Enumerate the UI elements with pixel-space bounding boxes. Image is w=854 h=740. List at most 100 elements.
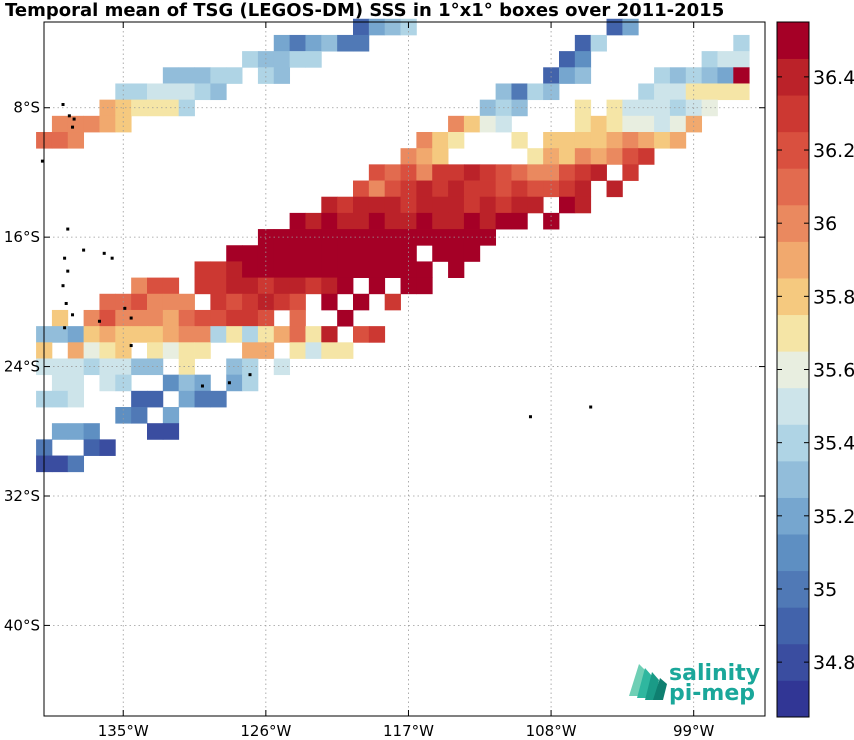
sss-cell <box>432 164 449 181</box>
island-mark <box>66 269 70 273</box>
sss-cell <box>305 277 322 295</box>
sss-cell <box>242 358 259 376</box>
sss-cell <box>83 439 100 456</box>
sss-cell <box>194 326 211 343</box>
sss-cell <box>147 423 164 440</box>
sss-cell <box>226 67 243 84</box>
sss-cell <box>131 293 148 311</box>
sss-cell <box>321 212 338 230</box>
sss-cell <box>67 423 85 440</box>
y-axis: 8°S 16°S 24°S 32°S 40°S <box>4 99 765 634</box>
sss-cell <box>147 390 164 408</box>
colorbar-swatch <box>777 424 809 462</box>
sss-cell <box>527 180 544 198</box>
sss-cell <box>717 67 734 84</box>
sss-cell <box>178 358 195 376</box>
colorbar-swatch <box>777 22 809 59</box>
island-mark <box>102 251 106 255</box>
sss-cell <box>321 293 338 311</box>
logo-line2: pi-mep <box>669 681 755 706</box>
island-mark <box>72 117 76 121</box>
sss-cell <box>257 326 275 343</box>
colorbar-swatch <box>777 131 809 169</box>
sss-cell <box>289 51 306 68</box>
sss-cell <box>574 180 592 198</box>
sss-cell <box>495 196 512 214</box>
sss-cell <box>448 212 465 230</box>
sss-cell <box>495 164 512 181</box>
sss-cell <box>543 83 560 101</box>
sss-cell <box>83 358 100 376</box>
island-mark <box>129 344 133 348</box>
sss-cell <box>448 196 465 214</box>
sss-cell <box>226 245 243 262</box>
sss-cell <box>432 245 449 262</box>
island-mark <box>528 415 532 419</box>
sss-cell <box>511 212 528 230</box>
sss-cell <box>210 83 227 101</box>
sss-cell <box>511 132 528 149</box>
sss-cell <box>353 196 370 214</box>
sss-cell <box>305 229 322 246</box>
sss-cell <box>257 245 275 262</box>
sss-cell <box>131 390 148 408</box>
sss-cell <box>67 374 85 392</box>
sss-cell <box>115 407 132 424</box>
x-tick-label: 117°W <box>383 722 434 740</box>
sss-cell <box>479 164 497 181</box>
sss-cell <box>685 67 703 84</box>
sss-cell <box>606 115 623 133</box>
sss-cell <box>590 34 607 52</box>
sss-cell <box>337 342 354 359</box>
sss-cell <box>226 277 243 295</box>
sss-cell <box>67 326 85 343</box>
sss-cell <box>416 164 433 181</box>
island-mark <box>589 405 593 409</box>
sss-cell <box>527 148 544 165</box>
sss-cell <box>638 83 655 101</box>
island-mark <box>200 384 204 388</box>
sss-cell <box>543 164 560 181</box>
sss-cell <box>654 67 671 84</box>
sss-cell <box>685 115 703 133</box>
colorbar-swatch <box>777 460 809 498</box>
sss-cell <box>622 132 639 149</box>
sss-cell <box>289 245 306 262</box>
y-tick-label: 8°S <box>13 99 40 117</box>
sss-cell <box>638 148 655 165</box>
colorbar-tick-label: 36.4 <box>813 67 854 89</box>
sss-cell <box>131 309 148 327</box>
sss-cell <box>590 164 607 181</box>
plot-frame <box>43 21 766 717</box>
sss-cell <box>479 99 497 117</box>
sss-cell <box>654 99 671 117</box>
sss-cell <box>210 261 227 278</box>
sss-cell <box>495 180 512 198</box>
sss-cell <box>131 407 148 424</box>
sss-cell <box>479 229 497 246</box>
sss-cell <box>289 342 306 359</box>
sss-cell <box>147 277 164 295</box>
y-tick-label: 24°S <box>4 358 40 376</box>
sss-cell <box>337 229 354 246</box>
sss-cell <box>273 261 291 278</box>
sss-cell <box>368 326 386 343</box>
sss-cell <box>384 18 401 36</box>
sss-cell <box>178 390 195 408</box>
colorbar-swatch <box>777 387 809 425</box>
sss-cell <box>289 293 306 311</box>
sss-cell <box>654 115 671 133</box>
sss-cell <box>305 212 322 230</box>
logo-wave-icon <box>629 664 645 696</box>
sss-cell <box>305 51 322 68</box>
y-tick-label: 40°S <box>4 616 40 634</box>
sss-cell <box>162 293 180 311</box>
sss-cell <box>527 83 544 101</box>
sss-cell <box>273 358 291 376</box>
island-mark <box>71 125 75 129</box>
sss-cell <box>226 326 243 343</box>
salinity-pi-mep-logo: salinity pi-mep <box>629 661 760 706</box>
island-mark <box>63 326 67 330</box>
island-mark <box>63 256 67 260</box>
sss-cell <box>384 229 401 246</box>
